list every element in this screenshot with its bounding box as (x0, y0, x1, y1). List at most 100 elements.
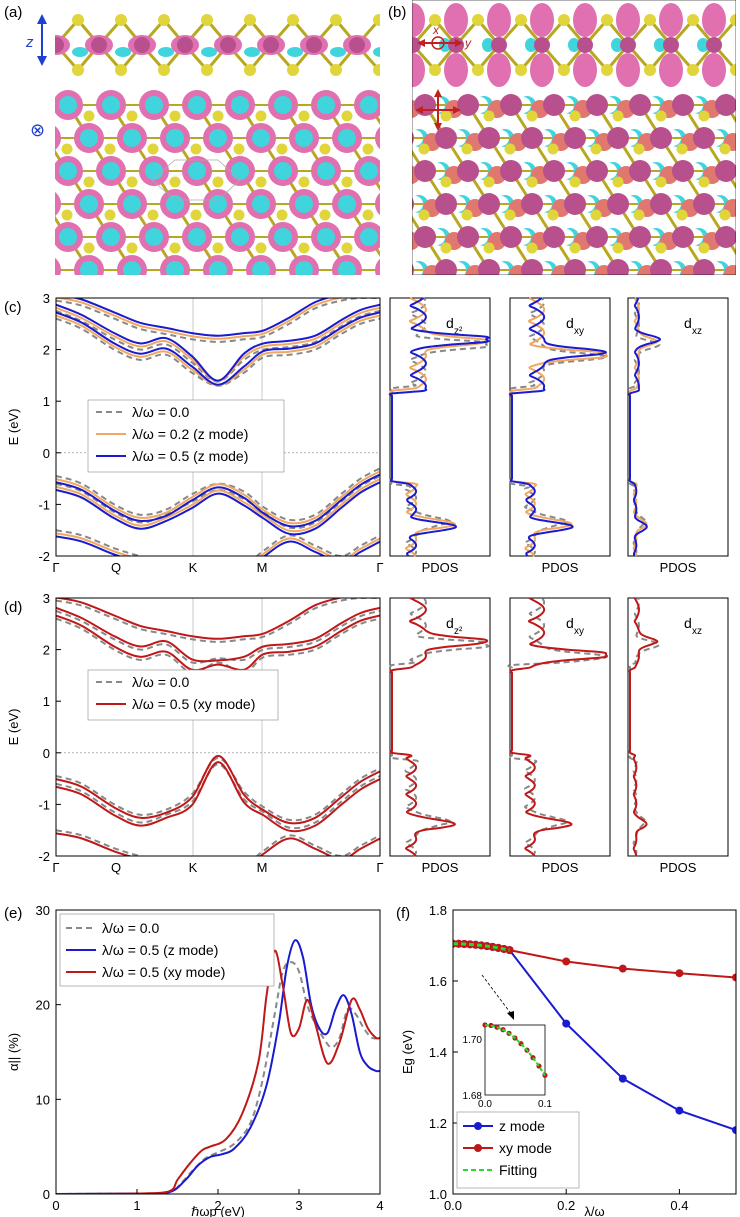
pdos-line (508, 297, 607, 557)
chalcogen-atom (601, 64, 613, 76)
metal-atom (220, 37, 236, 53)
metal-atom (491, 37, 507, 53)
y-axis-label: y (464, 36, 472, 50)
y-axis-label: E (eV) (6, 409, 21, 446)
pdos-line (389, 597, 490, 857)
density-lobe (381, 129, 399, 147)
chalcogen-atom (687, 64, 699, 76)
xy-mode-arrowhead (453, 106, 461, 114)
metal-atom (629, 160, 651, 182)
chalcogen-atom (83, 110, 95, 122)
chalcogen-atom (461, 209, 473, 221)
chalcogen-atom (569, 242, 581, 254)
xy-mode-arrowhead (434, 123, 442, 131)
z-axis-arrow (37, 14, 47, 66)
band-line (56, 606, 380, 663)
metal-atom (577, 37, 593, 53)
metal-atom (478, 259, 500, 275)
density-lobe (702, 53, 726, 87)
density-lobe (317, 96, 335, 114)
legend-marker (474, 1122, 482, 1130)
density-lobe (16, 228, 34, 246)
bond-line (734, 20, 736, 23)
density-lobe (80, 129, 98, 147)
metal-atom (586, 160, 608, 182)
band-line (56, 617, 380, 674)
pdos-line (509, 297, 608, 557)
xy-mode-arrowhead (434, 89, 442, 97)
chalcogen-atom (687, 14, 699, 26)
k-point-label: Q (111, 860, 121, 875)
chalcogen-atom (590, 209, 602, 221)
density-lobe (37, 195, 55, 213)
pdos-xlabel: PDOS (542, 860, 579, 875)
density-lobe (59, 162, 77, 180)
density-lobe (394, 162, 407, 180)
bandgap-point (732, 1126, 736, 1135)
density-lobe (72, 47, 88, 57)
y-tick-label: 2 (43, 343, 50, 358)
chalcogen-atom (362, 209, 374, 221)
density-lobe (724, 265, 736, 275)
metal-atom (457, 160, 479, 182)
pdos-line (388, 297, 490, 557)
band-line (56, 598, 380, 643)
density-lobe (439, 38, 451, 52)
chalcogen-atom (548, 276, 559, 287)
band-line (56, 614, 380, 672)
chalcogen-atom (41, 243, 52, 254)
density-lobe (102, 96, 120, 114)
density-lobe (244, 47, 260, 57)
bandgap-point (454, 939, 463, 948)
density-lobe (252, 261, 270, 275)
chalcogen-atom (212, 242, 224, 254)
x-tick-label: 3 (295, 1198, 302, 1213)
pdos-title: d (684, 315, 692, 331)
metal-atom (435, 193, 457, 215)
k-point-label: K (189, 560, 198, 575)
chalcogen-atom (255, 242, 267, 254)
metal-atom (586, 94, 608, 116)
y-tick-label: 10 (36, 1092, 50, 1107)
chalcogen-atom (83, 242, 95, 254)
chalcogen-atom (483, 110, 495, 122)
band-line (56, 314, 380, 387)
band-line (56, 481, 380, 536)
chalcogen-atom (41, 177, 52, 188)
density-lobe (295, 129, 313, 147)
y-axis-label: Eg (eV) (400, 1030, 415, 1074)
chalcogen-atom (104, 143, 116, 155)
chalcogen-atom (634, 276, 645, 287)
chalcogen-atom (655, 242, 667, 254)
metal-atom (693, 127, 715, 149)
metal-atom (500, 94, 522, 116)
density-lobe (317, 228, 335, 246)
chalcogen-atom (504, 209, 516, 221)
panel-d-bands: -2 -1 0 1 2 3 Γ Q K M Γ E (eV) λ/ω = 0.0 λ/ω = 0.5 (x… (6, 591, 729, 875)
density-lobe (102, 162, 120, 180)
metal-atom (375, 258, 380, 275)
metal-atom (736, 127, 740, 149)
chalcogen-atom (105, 276, 116, 287)
y-tick-label: 1.4 (429, 1045, 447, 1060)
density-lobe (381, 261, 399, 279)
pdos-xlabel: PDOS (660, 560, 697, 575)
density-lobe (338, 129, 356, 147)
bond-line (390, 204, 411, 237)
chalcogen-atom (115, 14, 127, 26)
metal-atom (543, 226, 565, 248)
metal-atom (607, 193, 629, 215)
chalcogen-atom (298, 176, 310, 188)
chalcogen-atom (373, 14, 380, 26)
density-lobe (231, 162, 249, 180)
chalcogen-atom (62, 276, 73, 287)
y-tick-label: 1 (43, 394, 50, 409)
chalcogen-atom (158, 14, 170, 26)
chalcogen-atom (287, 14, 299, 26)
chalcogen-atom (698, 110, 710, 122)
metal-atom (435, 259, 457, 275)
legend-label: λ/ω = 0.0 (102, 920, 159, 936)
chalcogen-atom (655, 176, 667, 188)
chalcogen-atom (720, 276, 731, 287)
pdos-frame (509, 297, 611, 557)
